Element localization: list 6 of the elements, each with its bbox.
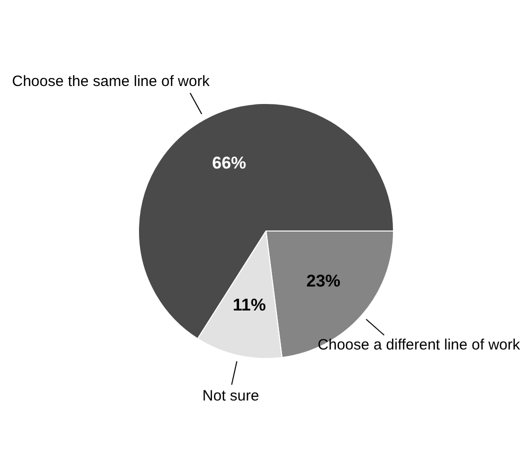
slice-label: Not sure <box>202 387 260 404</box>
slice-label: Choose the same line of work <box>12 73 210 90</box>
data-label: 66% <box>212 154 246 173</box>
data-label: 11% <box>232 295 266 314</box>
slice-label: Choose a different line of work <box>318 336 520 354</box>
data-label: 23% <box>306 271 340 290</box>
